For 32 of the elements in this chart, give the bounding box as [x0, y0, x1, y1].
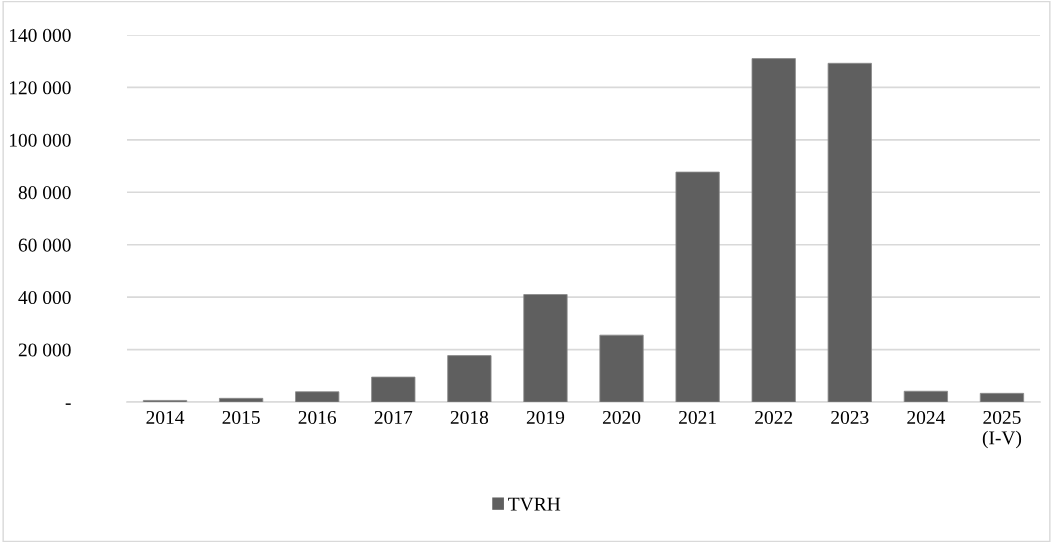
y-tick-label: 100 000: [9, 133, 71, 147]
bar: [979, 392, 1025, 402]
bar: [675, 171, 720, 402]
x-tick-label: 2015: [222, 410, 260, 425]
bar: [903, 390, 948, 402]
bar: [599, 334, 644, 402]
x-tick-label: 2019: [526, 410, 565, 425]
y-tick-label: -: [65, 403, 71, 405]
x-tick-label: 2016: [298, 410, 337, 425]
x-tick-label: 2020: [602, 410, 641, 425]
x-tick-label: 2024: [907, 410, 946, 425]
y-tick-label: 20 000: [18, 343, 71, 357]
legend-label: TVRH: [508, 497, 561, 511]
bar: [751, 58, 796, 402]
x-tick-label: 2022: [755, 410, 793, 425]
x-tick-label: 2018: [450, 410, 489, 425]
x-tick-label: 2021: [679, 410, 716, 425]
x-tick-label: 2014: [146, 410, 185, 425]
y-tick-label: 140 000: [9, 28, 71, 42]
y-tick-label: 40 000: [18, 290, 71, 305]
x-tick-label: 2017: [374, 410, 413, 425]
bar: [371, 376, 416, 402]
bar: [523, 294, 568, 402]
x-tick-label: 2023: [831, 410, 869, 425]
y-tick-label: 120 000: [9, 81, 71, 95]
bar: [447, 355, 492, 402]
bar: [295, 391, 340, 402]
bar: [827, 62, 872, 402]
y-tick-label: 60 000: [18, 238, 71, 252]
y-tick-label: 80 000: [18, 186, 71, 200]
bar: [219, 397, 264, 402]
x-tick-label: 2025 (I-V): [982, 410, 1022, 449]
